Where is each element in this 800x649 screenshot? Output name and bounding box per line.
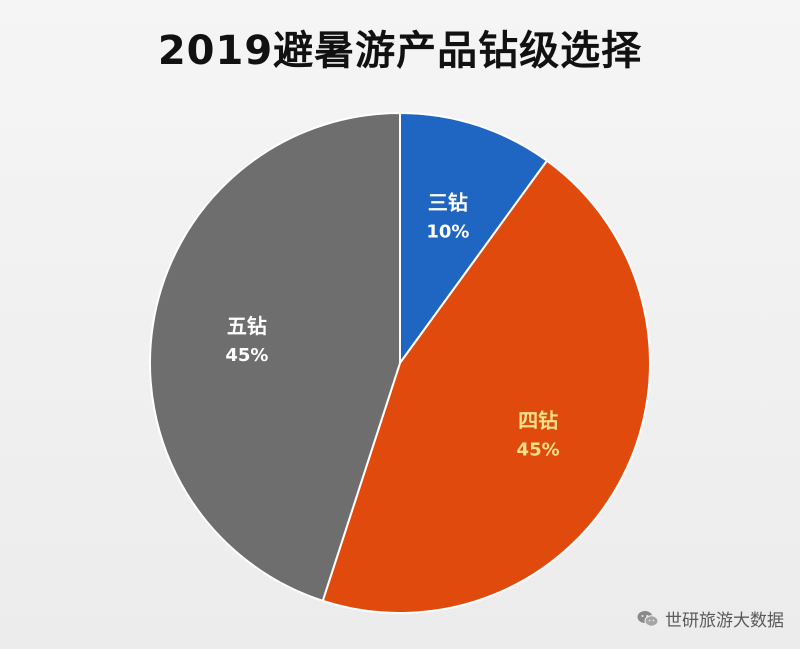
pie-slice-0 [399,111,549,367]
slice-value-label: 45% [225,345,268,366]
pie-slice-1 [321,159,651,614]
pie-labels: 三钻 10% 四钻 45% 五钻 45% [225,191,559,461]
pie-slice-2 [149,111,401,603]
slice-category-label: 五钻 [227,314,267,338]
slice-category-label: 三钻 [428,191,468,215]
slice-value-label: 45% [517,439,560,460]
slice-category-label: 四钻 [518,408,558,432]
wechat-icon [637,610,659,628]
pie-slices [149,111,651,614]
watermark: 世研旅游大数据 [637,606,784,631]
chart-title: 2019避暑游产品钻级选择 [157,28,643,74]
watermark-text: 世研旅游大数据 [665,611,784,631]
slice-value-label: 10% [426,222,469,243]
